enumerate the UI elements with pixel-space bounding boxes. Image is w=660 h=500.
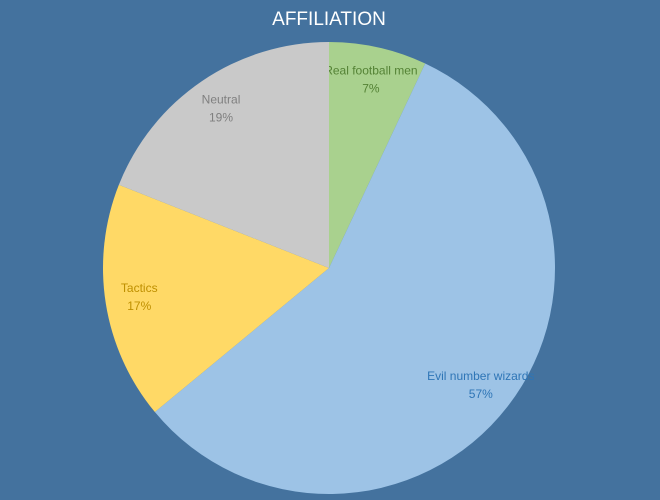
pie-slice xyxy=(329,42,426,268)
slice-value-label: 17% xyxy=(127,299,151,313)
pie-slice xyxy=(154,63,555,495)
pie-slice xyxy=(103,184,330,413)
slice-label: Tactics xyxy=(121,281,158,295)
slice-value-label: 57% xyxy=(469,387,493,401)
pie-slice xyxy=(118,42,329,268)
slice-label: Evil number wizards xyxy=(427,369,534,383)
chart-title: AFFILIATION xyxy=(272,9,386,30)
slice-label: Neutral xyxy=(202,92,241,106)
slice-value-label: 19% xyxy=(209,110,233,124)
slice-label: Real football men xyxy=(324,64,417,78)
slice-value-label: 7% xyxy=(362,82,380,96)
